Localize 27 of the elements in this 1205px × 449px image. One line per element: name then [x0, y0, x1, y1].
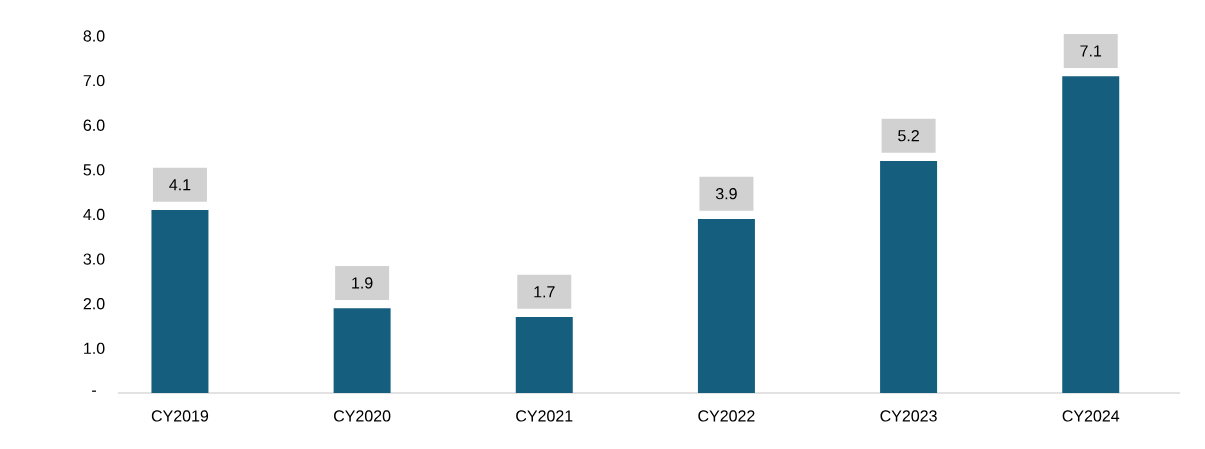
y-tick-label: -: [92, 390, 96, 392]
data-label: 1.7: [534, 286, 555, 298]
y-tick-label: 4.0: [83, 208, 105, 221]
y-tick-label: 3.0: [83, 253, 105, 265]
x-tick-label: CY2019: [151, 410, 209, 422]
bar: [515, 317, 573, 393]
data-label: 7.1: [1080, 45, 1102, 57]
x-tick-label: CY2022: [698, 410, 755, 422]
bar: [151, 210, 209, 393]
data-label: 1.9: [352, 277, 373, 289]
data-label: 4.1: [169, 179, 191, 191]
x-tick-label: CY2024: [1062, 410, 1120, 422]
y-tick-label: 5.0: [83, 164, 105, 176]
bar: [1062, 76, 1120, 393]
data-label: 3.9: [715, 188, 737, 200]
y-tick-label: 2.0: [83, 298, 105, 310]
x-tick-label: CY2020: [334, 410, 391, 422]
y-tick-label: 6.0: [83, 119, 105, 131]
x-tick-label: CY2023: [880, 410, 937, 422]
y-tick-label: 1.0: [84, 342, 105, 355]
y-tick-label: 8.0: [83, 30, 105, 42]
bar: [880, 160, 938, 393]
bar: [333, 308, 391, 393]
x-tick-label: CY2021: [516, 410, 573, 422]
data-label: 5.2: [898, 130, 919, 142]
y-tick-label: 7.0: [83, 74, 105, 87]
bar: [697, 218, 755, 393]
